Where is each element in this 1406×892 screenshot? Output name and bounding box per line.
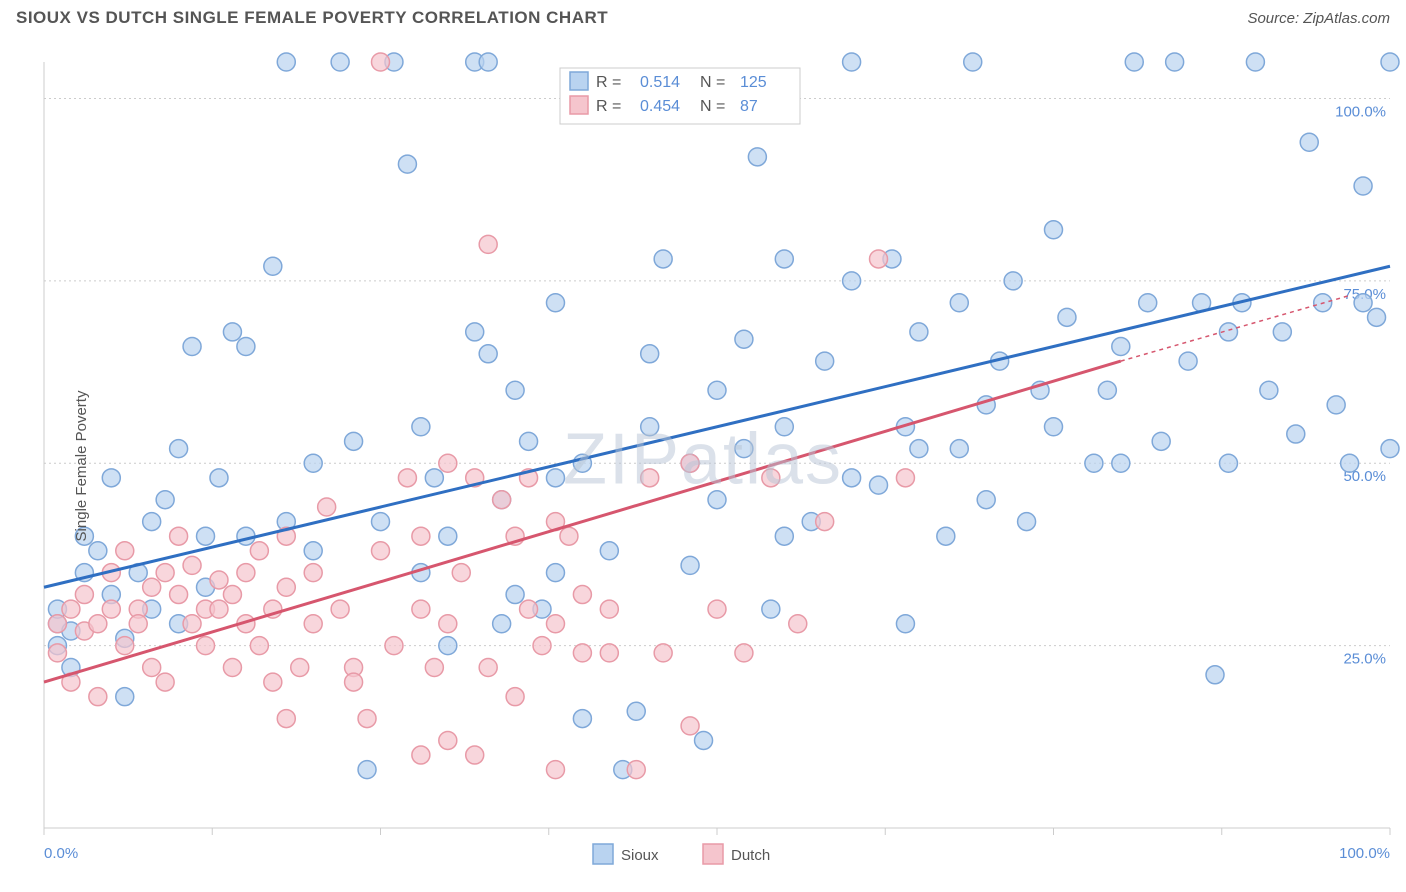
svg-text:N =: N = [700,74,725,91]
svg-text:100.0%: 100.0% [1339,845,1390,862]
svg-text:0.514: 0.514 [640,74,680,91]
svg-text:87: 87 [740,98,758,115]
source-label: Source: ZipAtlas.com [1247,10,1390,27]
chart-title: SIOUX VS DUTCH SINGLE FEMALE POVERTY COR… [16,8,608,28]
svg-text:100.0%: 100.0% [1335,103,1386,120]
svg-text:0.0%: 0.0% [44,845,78,862]
svg-text:0.454: 0.454 [640,98,680,115]
svg-text:Sioux: Sioux [621,847,659,864]
svg-text:R =: R = [596,74,621,91]
svg-text:N =: N = [700,98,725,115]
svg-text:125: 125 [740,74,767,91]
svg-text:R =: R = [596,98,621,115]
y-axis-label: Single Female Poverty [73,391,90,542]
svg-text:25.0%: 25.0% [1343,651,1386,668]
scatter-chart: 25.0%50.0%75.0%100.0%0.0%100.0%R =0.514N… [0,40,1406,892]
svg-text:Dutch: Dutch [731,847,770,864]
